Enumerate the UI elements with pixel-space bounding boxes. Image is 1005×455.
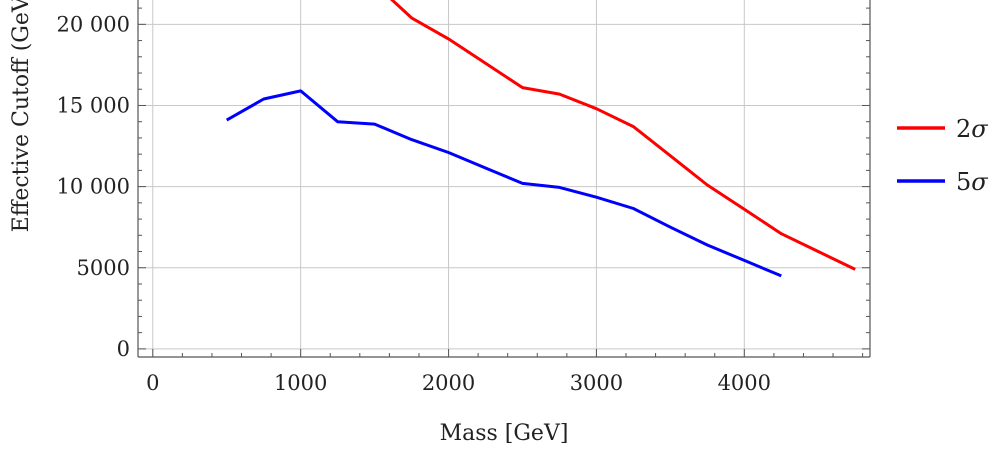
axis-ticks xyxy=(138,7,870,357)
series-line-2sigma xyxy=(389,0,856,271)
legend-label-2sigma: 2σ xyxy=(956,115,988,143)
x-axis-label: Mass [GeV] xyxy=(440,421,569,446)
x-tick-label: 0 xyxy=(146,371,159,395)
gridlines xyxy=(138,0,870,357)
legend-label-5sigma: 5σ xyxy=(956,168,988,196)
x-tick-label: 3000 xyxy=(570,371,623,395)
y-tick-label: 5000 xyxy=(77,256,130,280)
x-tick-label: 4000 xyxy=(718,371,771,395)
series-layer xyxy=(225,0,856,278)
series-line-5sigma xyxy=(225,89,782,278)
y-axis-label: Effective Cutoff (GeV) xyxy=(9,0,34,232)
legend: 2σ 5σ xyxy=(897,115,988,196)
x-tick-label: 1000 xyxy=(274,371,327,395)
y-tick-label: 15 000 xyxy=(57,93,130,117)
y-tick-label: 20 000 xyxy=(57,12,130,36)
y-tick-label: 10 000 xyxy=(57,175,130,199)
y-tick-label: 0 xyxy=(117,337,130,361)
tick-labels: 0 1000 2000 3000 4000 0 5000 10 000 15 000 20 000 xyxy=(57,12,772,395)
x-tick-label: 2000 xyxy=(422,371,475,395)
plot-frame xyxy=(137,0,871,358)
